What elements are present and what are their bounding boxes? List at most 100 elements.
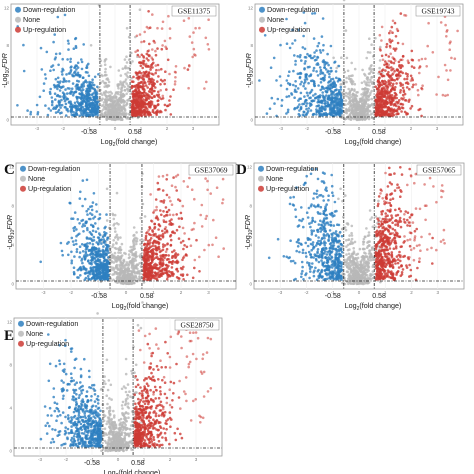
data-point-down-regulation bbox=[98, 238, 101, 242]
data-point-down-regulation bbox=[333, 97, 336, 100]
legend-marker bbox=[20, 175, 26, 182]
data-point-up-regulation bbox=[168, 213, 172, 217]
data-point-up-regulation bbox=[152, 266, 156, 270]
data-point-none bbox=[98, 98, 102, 101]
data-point-down-regulation bbox=[295, 106, 299, 110]
data-point-none bbox=[354, 94, 357, 98]
data-point-up-regulation bbox=[187, 237, 191, 241]
data-point-up-regulation bbox=[153, 106, 156, 109]
data-point-none bbox=[125, 281, 128, 285]
data-point-up-regulation bbox=[181, 273, 185, 276]
data-point-down-regulation bbox=[76, 71, 80, 75]
data-point-none bbox=[108, 98, 111, 102]
threshold-label-right: 0.58 bbox=[372, 129, 386, 136]
data-point-up-regulation bbox=[164, 206, 168, 209]
data-point-up-regulation bbox=[402, 90, 406, 94]
data-point-up-regulation bbox=[182, 19, 186, 23]
data-point-up-regulation bbox=[155, 93, 159, 97]
data-point-none bbox=[109, 90, 112, 94]
data-point-up-regulation bbox=[152, 257, 156, 261]
data-point-none bbox=[119, 115, 122, 118]
data-point-down-regulation bbox=[93, 257, 97, 260]
data-point-down-regulation bbox=[280, 104, 284, 107]
data-point-down-regulation bbox=[301, 113, 305, 117]
data-point-down-regulation bbox=[61, 67, 64, 71]
data-point-down-regulation bbox=[91, 275, 95, 279]
data-point-down-regulation bbox=[103, 234, 107, 237]
data-point-up-regulation bbox=[383, 95, 386, 98]
data-point-down-regulation bbox=[294, 84, 298, 88]
data-point-up-regulation bbox=[192, 227, 195, 231]
data-point-none bbox=[113, 109, 117, 113]
data-point-none bbox=[131, 60, 134, 63]
data-point-down-regulation bbox=[93, 109, 96, 112]
data-point-down-regulation bbox=[328, 80, 331, 83]
data-point-down-regulation bbox=[53, 33, 56, 36]
data-point-up-regulation bbox=[400, 110, 403, 113]
data-point-up-regulation bbox=[385, 109, 389, 113]
data-point-down-regulation bbox=[45, 50, 49, 54]
data-point-down-regulation bbox=[304, 87, 307, 90]
data-point-none bbox=[366, 112, 369, 115]
data-point-down-regulation bbox=[326, 104, 330, 107]
data-point-up-regulation bbox=[137, 109, 140, 113]
data-point-up-regulation bbox=[135, 76, 139, 79]
data-point-down-regulation bbox=[315, 58, 318, 61]
data-point-none bbox=[345, 56, 349, 60]
data-point-none bbox=[126, 87, 129, 90]
data-point-up-regulation bbox=[395, 27, 399, 31]
data-point-up-regulation bbox=[148, 82, 151, 86]
data-point-none bbox=[357, 102, 360, 106]
data-point-up-regulation bbox=[205, 214, 208, 218]
data-point-none bbox=[117, 105, 121, 108]
data-point-up-regulation bbox=[186, 185, 189, 188]
data-point-none bbox=[345, 80, 348, 84]
data-point-down-regulation bbox=[61, 253, 64, 257]
data-point-down-regulation bbox=[92, 192, 96, 195]
data-point-up-regulation bbox=[151, 110, 155, 114]
data-point-none bbox=[126, 84, 130, 87]
data-point-down-regulation bbox=[328, 75, 331, 79]
data-point-none bbox=[128, 277, 131, 281]
data-point-up-regulation bbox=[405, 111, 408, 115]
data-point-down-regulation bbox=[322, 43, 325, 47]
data-point-down-regulation bbox=[275, 79, 278, 82]
data-point-up-regulation bbox=[142, 276, 146, 280]
data-point-none bbox=[128, 282, 132, 286]
data-point-up-regulation bbox=[431, 51, 435, 54]
data-point-down-regulation bbox=[70, 87, 74, 90]
data-point-up-regulation bbox=[391, 31, 394, 34]
data-point-up-regulation bbox=[409, 79, 413, 82]
data-point-down-regulation bbox=[288, 46, 292, 50]
data-point-up-regulation bbox=[383, 87, 386, 91]
data-point-none bbox=[360, 107, 364, 111]
data-point-down-regulation bbox=[75, 96, 79, 99]
y-tick-label: 12 bbox=[4, 6, 10, 11]
data-point-up-regulation bbox=[392, 47, 396, 50]
data-point-up-regulation bbox=[164, 70, 167, 73]
data-point-down-regulation bbox=[302, 84, 305, 88]
data-point-down-regulation bbox=[288, 70, 291, 73]
data-point-down-regulation bbox=[89, 248, 93, 252]
data-point-down-regulation bbox=[306, 94, 310, 97]
data-point-none bbox=[347, 96, 351, 100]
data-point-down-regulation bbox=[96, 227, 100, 230]
x-tick-label: -2 bbox=[305, 126, 309, 131]
data-point-up-regulation bbox=[154, 264, 158, 267]
data-point-up-regulation bbox=[165, 193, 169, 197]
data-point-down-regulation bbox=[329, 84, 333, 88]
data-point-down-regulation bbox=[78, 251, 82, 254]
data-point-up-regulation bbox=[420, 87, 424, 91]
data-point-none bbox=[134, 240, 138, 243]
data-point-down-regulation bbox=[78, 222, 81, 225]
data-point-up-regulation bbox=[449, 69, 452, 72]
data-point-up-regulation bbox=[403, 77, 406, 81]
data-point-down-regulation bbox=[76, 100, 79, 103]
data-point-up-regulation bbox=[154, 49, 157, 53]
data-point-down-regulation bbox=[323, 105, 326, 109]
data-point-up-regulation bbox=[389, 29, 392, 33]
data-point-none bbox=[121, 266, 124, 270]
data-point-down-regulation bbox=[106, 236, 109, 240]
data-point-down-regulation bbox=[81, 179, 85, 182]
data-point-up-regulation bbox=[142, 71, 146, 74]
